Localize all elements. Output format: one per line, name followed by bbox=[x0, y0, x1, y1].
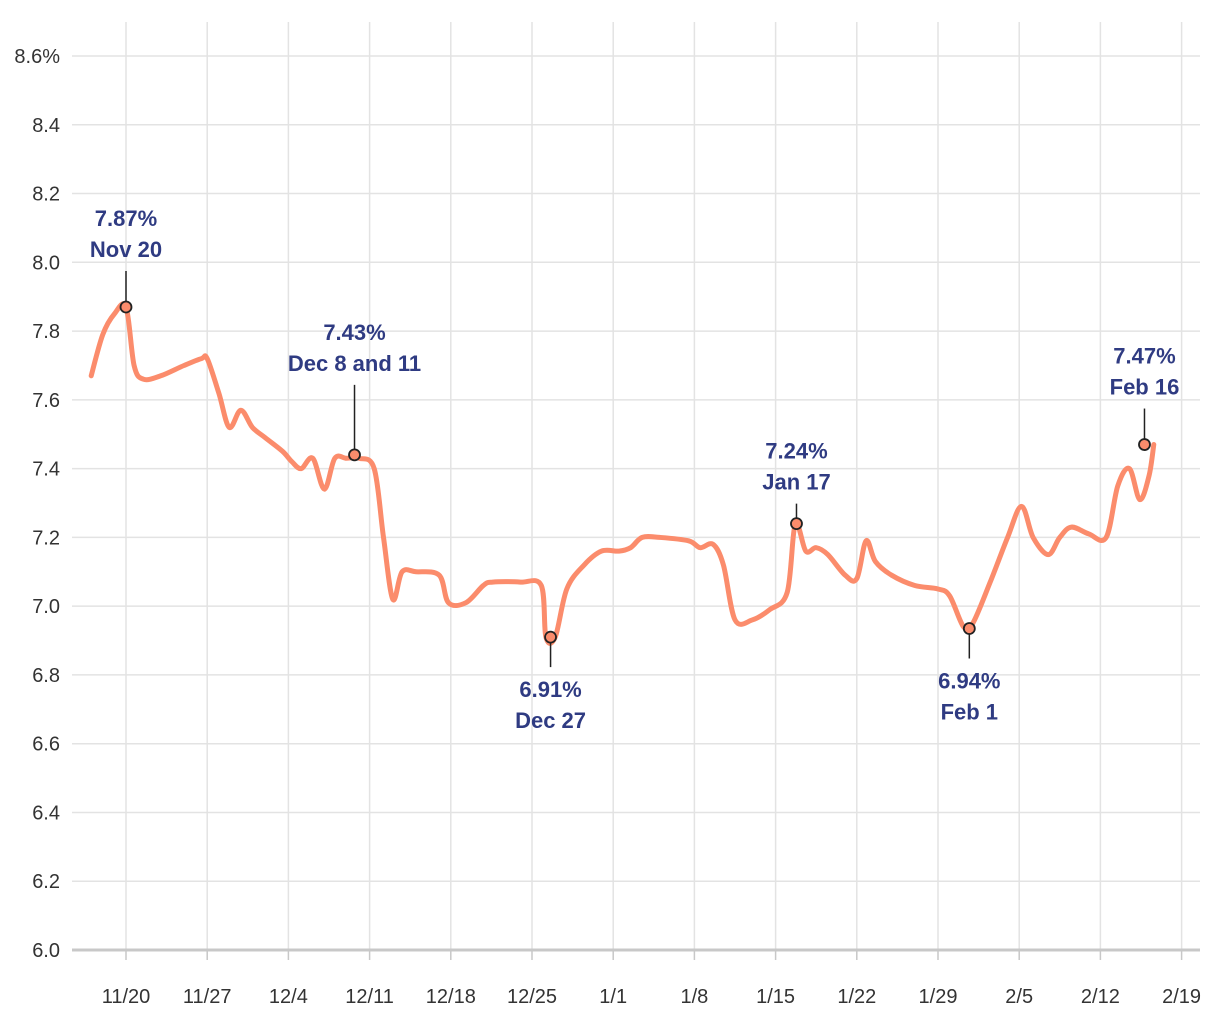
annotation-nov-20: 7.87% Nov 20 bbox=[90, 206, 162, 314]
series-layer bbox=[88, 301, 1157, 646]
x-tick-label: 12/4 bbox=[269, 986, 308, 1008]
gridlines bbox=[72, 22, 1200, 950]
annotation-jan-17: 7.24% Jan 17 bbox=[762, 439, 831, 531]
x-tick-label: 1/1 bbox=[599, 986, 627, 1008]
y-tick-label: 7.4 bbox=[32, 459, 60, 481]
y-tick-label: 6.6 bbox=[32, 734, 60, 756]
x-tick-label: 12/11 bbox=[345, 986, 394, 1008]
annotation-date-label: Jan 17 bbox=[762, 470, 831, 495]
y-tick-label: 6.2 bbox=[32, 871, 60, 893]
annotation-value-label: 7.87% bbox=[95, 206, 157, 231]
annotation-point bbox=[348, 448, 361, 462]
annotation-value-label: 7.43% bbox=[323, 320, 385, 345]
annotation-point bbox=[544, 630, 557, 644]
x-tick-label: 12/18 bbox=[426, 986, 476, 1008]
annotation-date-label: Feb 1 bbox=[941, 700, 998, 725]
annotation-feb-1: 6.94% Feb 1 bbox=[938, 622, 1001, 725]
y-tick-label: 6.4 bbox=[32, 802, 60, 824]
y-tick-label: 7.8 bbox=[32, 321, 60, 343]
annotation-value-label: 6.94% bbox=[938, 669, 1000, 694]
x-tick-label: 2/5 bbox=[1005, 986, 1033, 1008]
annotation-point bbox=[790, 517, 803, 531]
annotation-point bbox=[119, 300, 133, 314]
x-tick-label: 2/12 bbox=[1081, 986, 1120, 1008]
annotation-value-label: 6.91% bbox=[519, 677, 581, 702]
y-tick-label: 8.2 bbox=[32, 184, 60, 206]
y-tick-label: 7.6 bbox=[32, 390, 60, 412]
x-tick-label: 1/29 bbox=[919, 986, 958, 1008]
annotation-date-label: Dec 27 bbox=[515, 708, 586, 733]
x-tick-label: 11/20 bbox=[102, 986, 151, 1008]
annotation-value-label: 7.24% bbox=[765, 439, 827, 464]
x-tick-label: 1/15 bbox=[756, 986, 795, 1008]
y-axis-tick-labels: 6.0 6.2 6.4 6.6 6.8 7.0 7.2 7.4 7.6 7.8 8.0 8.2 8.4 8… bbox=[14, 46, 60, 962]
x-axis bbox=[72, 948, 1200, 960]
y-tick-label: 8.4 bbox=[32, 115, 60, 137]
series-line-rate bbox=[88, 301, 1157, 646]
annotation-point bbox=[962, 622, 976, 635]
y-tick-label: 8.6% bbox=[14, 46, 60, 68]
y-tick-label: 7.0 bbox=[32, 596, 60, 618]
annotation-dec-8-and-11: 7.43% Dec 8 and 11 bbox=[288, 320, 421, 462]
annotations: 7.87% Nov 20 7.43% Dec 8 and 11 6.91% Dec 27 7… bbox=[90, 206, 1179, 733]
y-tick-label: 6.8 bbox=[32, 665, 60, 687]
y-tick-label: 7.2 bbox=[32, 527, 60, 549]
annotation-point bbox=[1138, 438, 1151, 451]
annotation-value-label: 7.47% bbox=[1113, 344, 1175, 369]
x-tick-label: 1/8 bbox=[680, 986, 708, 1008]
annotation-date-label: Nov 20 bbox=[90, 237, 162, 262]
x-tick-label: 11/27 bbox=[183, 986, 232, 1008]
annotation-date-label: Feb 16 bbox=[1110, 375, 1180, 400]
x-tick-label: 1/22 bbox=[837, 986, 876, 1008]
y-tick-label: 8.0 bbox=[32, 252, 60, 274]
x-tick-label: 12/25 bbox=[507, 986, 557, 1008]
annotation-dec-27: 6.91% Dec 27 bbox=[515, 630, 586, 733]
x-tick-label: 2/19 bbox=[1162, 986, 1201, 1008]
annotation-feb-16: 7.47% Feb 16 bbox=[1110, 344, 1180, 451]
x-axis-tick-labels: 11/20 11/27 12/4 12/11 12/18 12/25 1/1 1/8 1/15 1… bbox=[102, 986, 1201, 1008]
annotation-date-label: Dec 8 and 11 bbox=[288, 351, 421, 376]
y-tick-label: 6.0 bbox=[32, 940, 60, 962]
